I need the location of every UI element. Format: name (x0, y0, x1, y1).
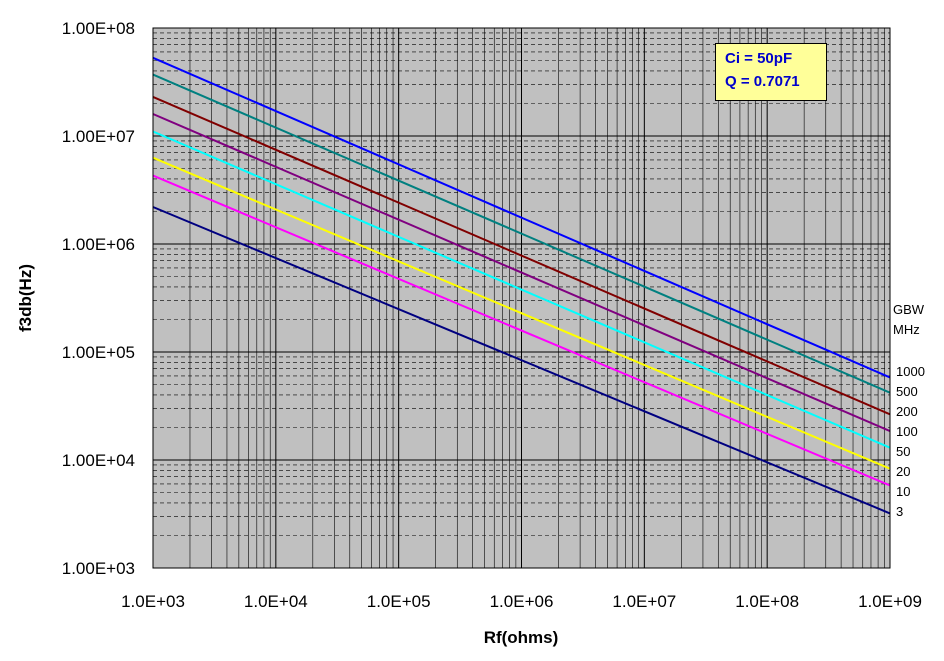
y-tick-label: 1.00E+04 (62, 451, 135, 470)
annotation-line-q: Q = 0.7071 (725, 73, 800, 90)
plot-border (152, 27, 891, 569)
x-tick-label: 1.0E+09 (858, 592, 922, 611)
legend-entry-3: 3 (896, 504, 903, 519)
y-tick-labels: 1.00E+03 1.00E+04 1.00E+05 1.00E+06 1.00E+07… (62, 19, 135, 578)
x-tick-label: 1.0E+06 (490, 592, 554, 611)
annotation-line-ci: Ci = 50pF (725, 50, 793, 67)
x-tick-label: 1.0E+04 (244, 592, 308, 611)
series-line-500 (152, 73, 891, 394)
x-axis-title: Rf(ohms) (484, 628, 559, 647)
legend-entry-10: 10 (896, 484, 910, 499)
y-tick-label: 1.00E+08 (62, 19, 135, 38)
series-line-3 (152, 206, 891, 515)
legend-entry-1000: 1000 (896, 364, 925, 379)
series-lines (152, 56, 891, 515)
series-line-10 (152, 174, 891, 487)
series-line-200 (152, 95, 891, 416)
series-line-100 (152, 113, 891, 433)
legend-entry-200: 200 (896, 404, 918, 419)
y-tick-label: 1.00E+07 (62, 127, 135, 146)
x-tick-label: 1.0E+08 (735, 592, 799, 611)
y-axis-title: f3db(Hz) (16, 264, 35, 332)
legend-entry-100: 100 (896, 424, 918, 439)
y-tick-label: 1.00E+03 (62, 559, 135, 578)
y-tick-label: 1.00E+05 (62, 343, 135, 362)
x-tick-labels: 1.0E+03 1.0E+04 1.0E+05 1.0E+06 1.0E+07 1.0E+… (121, 592, 922, 611)
x-tick-label: 1.0E+05 (367, 592, 431, 611)
legend-entry-50: 50 (896, 444, 910, 459)
series-line-50 (152, 130, 891, 449)
x-tick-label: 1.0E+03 (121, 592, 185, 611)
legend-title: MHz (893, 322, 920, 337)
annotation-box: Ci = 50pF Q = 0.7071 (715, 43, 827, 101)
series-line-20 (152, 156, 891, 470)
y-tick-label: 1.00E+06 (62, 235, 135, 254)
series-line-1000 (152, 56, 891, 379)
legend: GBW MHz 1000 500 200 100 50 20 10 3 (893, 302, 925, 519)
legend-entry-500: 500 (896, 384, 918, 399)
legend-entry-20: 20 (896, 464, 910, 479)
legend-title: GBW (893, 302, 925, 317)
x-tick-label: 1.0E+07 (612, 592, 676, 611)
grid (153, 28, 890, 568)
